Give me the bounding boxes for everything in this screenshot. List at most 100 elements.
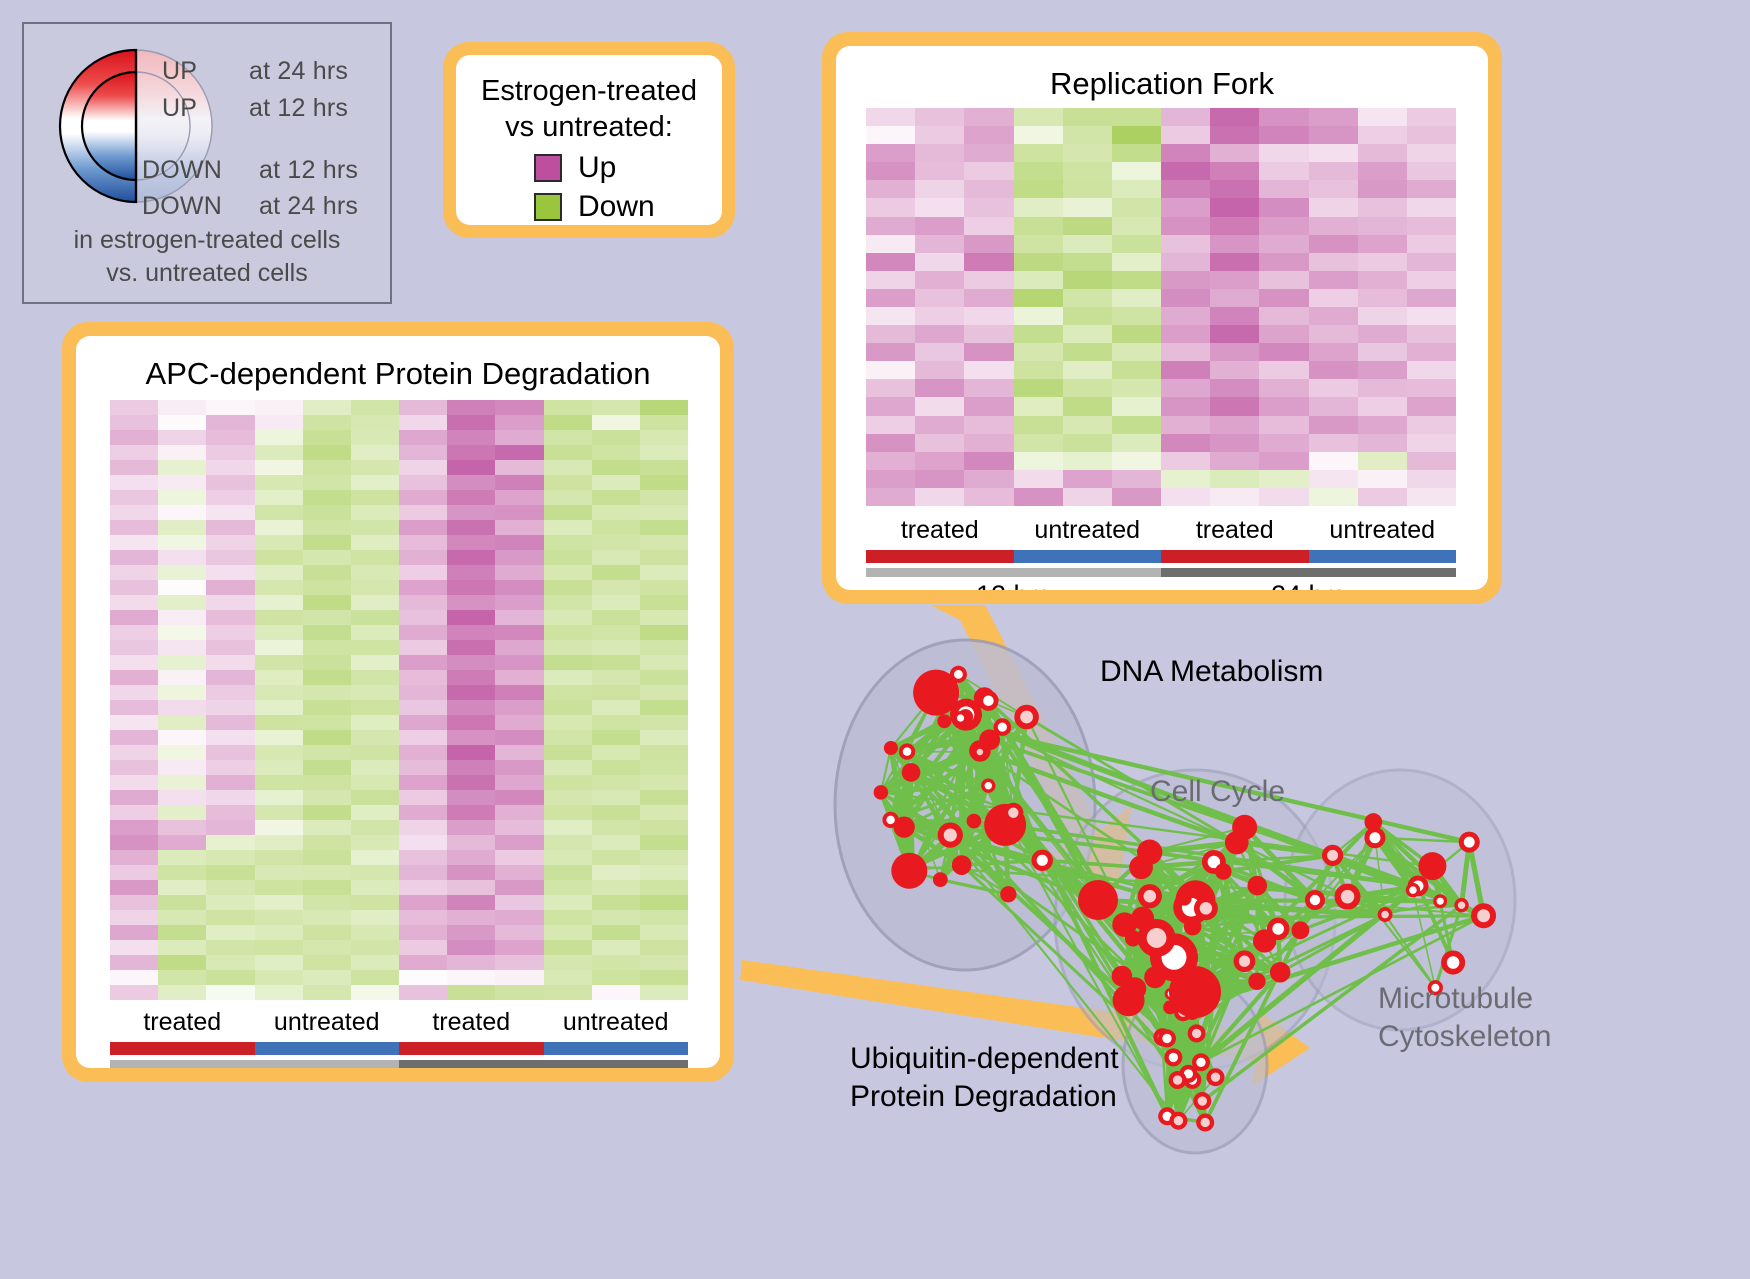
heatmap-cell — [915, 270, 965, 289]
heatmap-cell — [866, 126, 916, 145]
heatmap-cell — [639, 535, 688, 550]
heatmap-cell — [1210, 379, 1260, 398]
heatmap-cell — [158, 730, 207, 745]
heatmap-cell — [495, 820, 544, 835]
heatmap-cell — [1406, 343, 1456, 362]
heatmap-cell — [1406, 379, 1456, 398]
heatmap-cell — [1357, 325, 1407, 344]
heatmap-cell — [1259, 469, 1309, 488]
heatmap-cell — [1308, 234, 1358, 253]
heatmap-cell — [1406, 216, 1456, 235]
heatmap-cell — [350, 415, 399, 430]
heatmap-cell — [302, 775, 351, 790]
heatmap-cell — [1357, 252, 1407, 271]
heatmap-cell — [1259, 487, 1309, 506]
network-edge — [939, 877, 1009, 896]
heatmap-cell — [1357, 469, 1407, 488]
network-node — [913, 669, 960, 716]
heatmap-cell — [1210, 198, 1260, 217]
heatmap-cell — [110, 625, 159, 640]
heatmap-cell — [399, 940, 448, 955]
treatment-color-bar — [1308, 550, 1456, 563]
heatmap-cell — [206, 415, 255, 430]
heatmap-cell — [110, 805, 159, 820]
heatmap-cell — [1210, 252, 1260, 271]
heatmap-cell — [495, 445, 544, 460]
network-node — [1364, 813, 1383, 831]
heatmap-cell — [350, 745, 399, 760]
heatmap-cell — [350, 430, 399, 445]
heatmap-cell — [1062, 433, 1112, 452]
heatmap-cell — [254, 535, 303, 550]
heatmap-cell — [591, 655, 640, 670]
heatmap-cell — [399, 850, 448, 865]
heatmap-cell — [1062, 198, 1112, 217]
heatmap-cell — [254, 910, 303, 925]
key-label-up-24: UP — [162, 57, 198, 85]
heatmap-cell — [447, 460, 496, 475]
heatmap-cell — [158, 835, 207, 850]
heatmap-cell — [1210, 234, 1260, 253]
heatmap-cell — [447, 415, 496, 430]
network-edge — [1194, 888, 1414, 994]
heatmap-cell — [110, 430, 159, 445]
heatmap-cell — [915, 144, 965, 163]
heatmap-cell — [1406, 180, 1456, 199]
heatmap-cell — [206, 790, 255, 805]
heatmap-cell — [158, 895, 207, 910]
heatmap-cell — [350, 955, 399, 970]
network-node — [1031, 849, 1053, 872]
heatmap-cell — [1111, 198, 1161, 217]
heatmap-cell — [543, 685, 592, 700]
network-edge — [1149, 839, 1238, 855]
heatmap-cell — [206, 460, 255, 475]
heatmap-cell — [915, 361, 965, 380]
network-node — [1131, 906, 1155, 930]
time-color-bar — [866, 568, 1161, 577]
heatmap-cell — [1259, 126, 1309, 145]
heatmap-cell — [350, 835, 399, 850]
heatmap-cell — [399, 745, 448, 760]
network-edge — [905, 750, 1010, 896]
heatmap-cell — [1013, 325, 1063, 344]
heatmap-cell — [1062, 361, 1112, 380]
heatmap-cell — [495, 850, 544, 865]
heatmap-cell — [866, 288, 916, 307]
heatmap-cell — [302, 415, 351, 430]
heatmap-cell — [591, 715, 640, 730]
heatmap-cell — [1161, 198, 1211, 217]
heatmap-cell — [1111, 487, 1161, 506]
heatmap-cell — [639, 460, 688, 475]
heatmap-cell — [1161, 162, 1211, 181]
heatmap-cell — [495, 715, 544, 730]
heatmap-cell — [1013, 361, 1063, 380]
heatmap-cell — [495, 760, 544, 775]
heatmap-cell — [495, 625, 544, 640]
heatmap-cell — [254, 625, 303, 640]
heatmap-cell — [302, 805, 351, 820]
heatmap-cell — [254, 850, 303, 865]
heatmap-cell — [1357, 433, 1407, 452]
heatmap-cell — [447, 550, 496, 565]
cluster-label-cell-cycle: Cell Cycle — [1150, 775, 1286, 808]
heatmap-cell — [915, 379, 965, 398]
heatmap-cell — [110, 535, 159, 550]
heatmap-cell — [866, 162, 916, 181]
heatmap-cell — [964, 379, 1014, 398]
heatmap-cell — [1013, 397, 1063, 416]
heatmap-cell — [206, 580, 255, 595]
heatmap-cell — [1259, 397, 1309, 416]
heatmap-cell — [350, 865, 399, 880]
heatmap-cell — [1406, 234, 1456, 253]
heatmap-cell — [591, 790, 640, 805]
heatmap-cell — [591, 580, 640, 595]
heatmap-cell — [543, 505, 592, 520]
network-node — [1168, 1071, 1187, 1090]
heatmap-cell — [639, 760, 688, 775]
heatmap-cell — [447, 565, 496, 580]
heatmap-cell — [1308, 415, 1358, 434]
heatmap-cell — [206, 850, 255, 865]
heatmap-cell — [1013, 198, 1063, 217]
heatmap-cell — [866, 361, 916, 380]
heatmap-cell — [964, 216, 1014, 235]
